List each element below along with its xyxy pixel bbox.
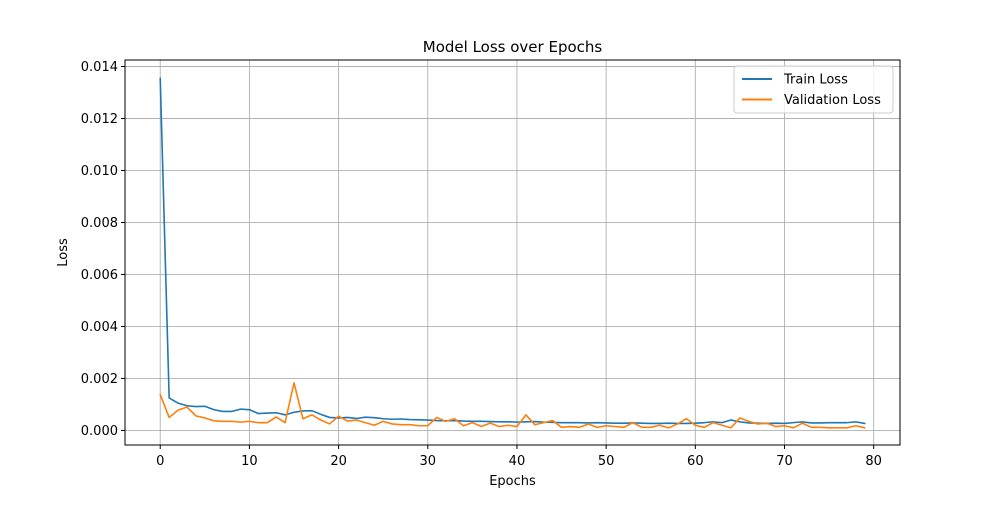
x-tick-label: 40: [509, 454, 526, 469]
y-tick-label: 0.008: [81, 216, 118, 231]
x-tick-label: 20: [330, 454, 347, 469]
y-tick-label: 0.004: [81, 320, 118, 335]
chart-title: Model Loss over Epochs: [423, 38, 603, 56]
x-tick-label: 30: [420, 454, 437, 469]
legend-frame: [733, 65, 894, 114]
x-axis-label: Epochs: [489, 474, 536, 489]
x-tick-label: 70: [776, 454, 793, 469]
x-tick-label: 50: [598, 454, 615, 469]
legend-label-train-loss: Train Loss: [783, 73, 848, 88]
y-tick-label: 0.010: [81, 164, 118, 179]
x-tick-label: 60: [687, 454, 704, 469]
series-layer: [159, 77, 866, 429]
legend: Train Loss Validation Loss: [733, 65, 894, 114]
y-axis: 0.000 0.002 0.004 0.006 0.008 0.010 0.012 0.014: [81, 60, 125, 439]
series-line-train-loss: [159, 77, 866, 425]
y-axis-label: Loss: [56, 238, 71, 267]
y-tick-label: 0.006: [81, 268, 118, 283]
x-axis: 0 10 20 30 40 50 60 70 80: [156, 445, 882, 469]
grid: [125, 60, 900, 445]
x-tick-label: 10: [241, 454, 258, 469]
y-tick-label: 0.000: [81, 424, 118, 439]
plot-frame: [124, 59, 901, 446]
y-tick-label: 0.014: [81, 60, 118, 75]
legend-label-validation-loss: Validation Loss: [784, 93, 881, 108]
y-tick-label: 0.002: [81, 372, 118, 387]
x-tick-label: 0: [156, 454, 164, 469]
y-tick-label: 0.012: [81, 112, 118, 127]
series-line-validation-loss: [159, 382, 866, 429]
x-tick-label: 80: [865, 454, 882, 469]
